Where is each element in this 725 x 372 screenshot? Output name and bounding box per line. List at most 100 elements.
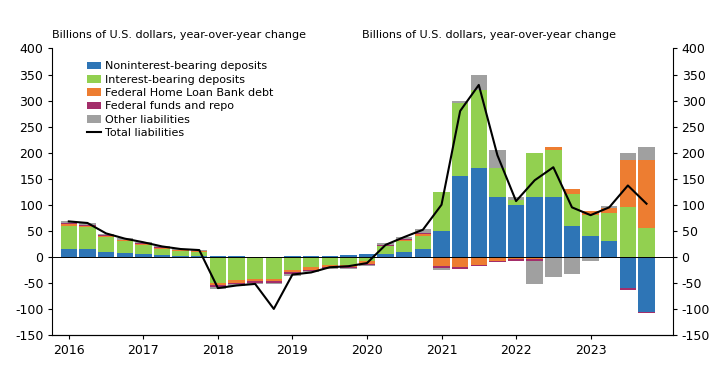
Bar	[135, 243, 152, 244]
Bar	[154, 249, 170, 255]
Bar	[545, 259, 562, 277]
Bar	[526, 259, 543, 261]
Bar	[228, 280, 245, 283]
Bar	[564, 259, 580, 274]
Bar	[321, 256, 338, 257]
Bar	[507, 259, 524, 261]
Bar	[284, 256, 301, 257]
Bar	[284, 272, 301, 274]
Bar	[434, 192, 449, 231]
Bar	[396, 240, 413, 241]
Bar	[545, 257, 562, 259]
Bar	[489, 257, 505, 261]
Bar	[507, 205, 524, 257]
Bar	[359, 261, 375, 264]
Bar	[396, 239, 413, 240]
Bar	[265, 258, 282, 279]
Bar	[434, 231, 449, 257]
Bar	[247, 281, 263, 283]
Bar	[98, 251, 115, 257]
Bar	[396, 241, 413, 251]
Bar	[415, 229, 431, 233]
Bar	[154, 255, 170, 257]
Bar	[61, 249, 77, 257]
Bar	[564, 189, 580, 194]
Bar	[135, 242, 152, 243]
Bar	[79, 223, 96, 225]
Bar	[340, 264, 357, 267]
Bar	[452, 257, 468, 267]
Bar	[173, 256, 188, 257]
Bar	[489, 197, 505, 257]
Bar	[321, 267, 338, 268]
Bar	[228, 256, 245, 257]
Bar	[303, 271, 319, 272]
Bar	[117, 241, 133, 253]
Bar	[582, 236, 599, 257]
Bar	[265, 281, 282, 283]
Bar	[98, 236, 115, 237]
Bar	[396, 251, 413, 257]
Bar	[620, 207, 636, 257]
Bar	[601, 212, 618, 241]
Bar	[471, 264, 487, 266]
Bar	[79, 249, 96, 257]
Bar	[489, 261, 505, 262]
Bar	[247, 257, 263, 279]
Bar	[507, 199, 524, 205]
Bar	[415, 236, 431, 249]
Bar	[415, 234, 431, 236]
Bar	[117, 240, 133, 241]
Bar	[415, 249, 431, 257]
Bar	[284, 270, 301, 272]
Bar	[61, 225, 77, 249]
Bar	[191, 251, 207, 256]
Bar	[359, 254, 375, 257]
Bar	[489, 150, 505, 168]
Bar	[601, 208, 618, 212]
Bar	[601, 257, 618, 259]
Bar	[247, 279, 263, 281]
Bar	[284, 257, 301, 270]
Bar	[452, 267, 468, 269]
Bar	[340, 267, 357, 268]
Bar	[601, 206, 618, 208]
Bar	[378, 257, 394, 258]
Bar	[582, 257, 599, 259]
Bar	[545, 147, 562, 150]
Bar	[378, 243, 394, 246]
Bar	[98, 237, 115, 251]
Bar	[340, 257, 357, 264]
Bar	[210, 256, 226, 257]
Bar	[564, 194, 580, 225]
Bar	[638, 147, 655, 160]
Bar	[582, 259, 599, 261]
Bar	[582, 211, 599, 215]
Bar	[265, 283, 282, 285]
Bar	[79, 227, 96, 249]
Bar	[396, 237, 413, 239]
Bar	[154, 248, 170, 249]
Bar	[340, 255, 357, 257]
Bar	[507, 197, 524, 199]
Bar	[284, 274, 301, 276]
Bar	[321, 268, 338, 269]
Bar	[98, 234, 115, 235]
Bar	[452, 100, 468, 103]
Bar	[191, 256, 207, 257]
Bar	[620, 160, 636, 207]
Bar	[434, 257, 449, 266]
Bar	[117, 238, 133, 240]
Bar	[638, 160, 655, 228]
Bar	[434, 266, 449, 268]
Bar	[135, 244, 152, 245]
Bar	[620, 153, 636, 160]
Bar	[620, 288, 636, 290]
Bar	[265, 279, 282, 281]
Bar	[321, 257, 338, 264]
Bar	[471, 90, 487, 168]
Bar	[564, 257, 580, 259]
Bar	[79, 225, 96, 227]
Bar	[489, 168, 505, 197]
Bar	[154, 246, 170, 247]
